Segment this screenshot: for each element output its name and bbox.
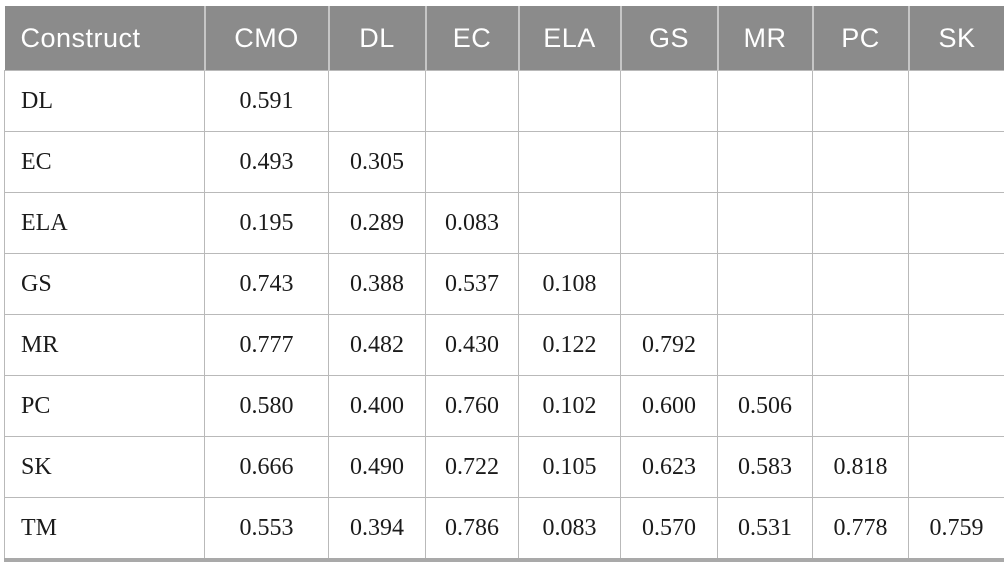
table-row-sk: SK 0.666 0.490 0.722 0.105 0.623 0.583 0.818 (4, 436, 1004, 498)
correlation-table: Construct CMO DL EC ELA GS MR PC SK DL 0.591 EC 0.4… (4, 6, 1004, 562)
column-header-dl: DL (327, 6, 426, 71)
value-cell: 0.722 (425, 436, 519, 498)
table-row-pc: PC 0.580 0.400 0.760 0.102 0.600 0.506 (4, 375, 1004, 437)
column-header-mr: MR (716, 6, 813, 71)
empty-cell (812, 253, 909, 315)
value-cell: 0.666 (204, 436, 329, 498)
table-container: Construct CMO DL EC ELA GS MR PC SK DL 0.591 EC 0.4… (4, 6, 1004, 562)
empty-cell (812, 70, 909, 132)
row-label-sk: SK (4, 436, 205, 498)
value-cell: 0.600 (620, 375, 718, 437)
empty-cell (812, 314, 909, 376)
empty-cell (812, 375, 909, 437)
value-cell: 0.388 (328, 253, 426, 315)
value-cell: 0.482 (328, 314, 426, 376)
value-cell: 0.108 (518, 253, 621, 315)
value-cell: 0.760 (425, 375, 519, 437)
table-row-ec: EC 0.493 0.305 (4, 131, 1004, 193)
empty-cell (518, 70, 621, 132)
row-label-pc: PC (4, 375, 205, 437)
value-cell: 0.553 (204, 497, 329, 561)
empty-cell (908, 314, 1004, 376)
column-header-ela: ELA (517, 6, 621, 71)
value-cell: 0.430 (425, 314, 519, 376)
column-header-sk: SK (907, 6, 1004, 71)
column-header-gs: GS (619, 6, 718, 71)
empty-cell (328, 70, 426, 132)
empty-cell (518, 131, 621, 193)
value-cell: 0.506 (717, 375, 813, 437)
empty-cell (908, 131, 1004, 193)
value-cell: 0.305 (328, 131, 426, 193)
empty-cell (908, 192, 1004, 254)
value-cell: 0.792 (620, 314, 718, 376)
row-label-dl: DL (4, 70, 205, 132)
value-cell: 0.580 (204, 375, 329, 437)
value-cell: 0.490 (328, 436, 426, 498)
value-cell: 0.493 (204, 131, 329, 193)
column-header-pc: PC (811, 6, 909, 71)
value-cell: 0.394 (328, 497, 426, 561)
empty-cell (717, 192, 813, 254)
value-cell: 0.083 (518, 497, 621, 561)
table-row-gs: GS 0.743 0.388 0.537 0.108 (4, 253, 1004, 315)
value-cell: 0.289 (328, 192, 426, 254)
empty-cell (717, 253, 813, 315)
value-cell: 0.400 (328, 375, 426, 437)
empty-cell (717, 70, 813, 132)
value-cell: 0.537 (425, 253, 519, 315)
table-row-mr: MR 0.777 0.482 0.430 0.122 0.792 (4, 314, 1004, 376)
empty-cell (908, 436, 1004, 498)
empty-cell (620, 70, 718, 132)
value-cell: 0.102 (518, 375, 621, 437)
row-label-ela: ELA (4, 192, 205, 254)
value-cell: 0.623 (620, 436, 718, 498)
empty-cell (812, 192, 909, 254)
column-header-construct: Construct (4, 6, 205, 71)
empty-cell (908, 375, 1004, 437)
empty-cell (425, 70, 519, 132)
empty-cell (908, 70, 1004, 132)
value-cell: 0.122 (518, 314, 621, 376)
column-header-cmo: CMO (203, 6, 329, 71)
empty-cell (620, 192, 718, 254)
value-cell: 0.531 (717, 497, 813, 561)
value-cell: 0.591 (204, 70, 329, 132)
table-body: DL 0.591 EC 0.493 0.305 ELA 0.195 0.289 0.083 GS 0… (4, 70, 1004, 561)
column-header-ec: EC (424, 6, 519, 71)
value-cell: 0.195 (204, 192, 329, 254)
empty-cell (620, 253, 718, 315)
empty-cell (425, 131, 519, 193)
empty-cell (717, 314, 813, 376)
table-head: Construct CMO DL EC ELA GS MR PC SK (4, 6, 1004, 71)
value-cell: 0.778 (812, 497, 909, 561)
empty-cell (518, 192, 621, 254)
table-row-dl: DL 0.591 (4, 70, 1004, 132)
value-cell: 0.583 (717, 436, 813, 498)
value-cell: 0.777 (204, 314, 329, 376)
row-label-mr: MR (4, 314, 205, 376)
empty-cell (620, 131, 718, 193)
row-label-ec: EC (4, 131, 205, 193)
value-cell: 0.083 (425, 192, 519, 254)
value-cell: 0.105 (518, 436, 621, 498)
table-row-ela: ELA 0.195 0.289 0.083 (4, 192, 1004, 254)
value-cell: 0.759 (908, 497, 1004, 561)
empty-cell (812, 131, 909, 193)
value-cell: 0.743 (204, 253, 329, 315)
value-cell: 0.570 (620, 497, 718, 561)
empty-cell (717, 131, 813, 193)
row-label-gs: GS (4, 253, 205, 315)
value-cell: 0.818 (812, 436, 909, 498)
row-label-tm: TM (4, 497, 205, 561)
header-row: Construct CMO DL EC ELA GS MR PC SK (4, 6, 1004, 71)
empty-cell (908, 253, 1004, 315)
table-row-tm: TM 0.553 0.394 0.786 0.083 0.570 0.531 0.778 0.7… (4, 497, 1004, 561)
value-cell: 0.786 (425, 497, 519, 561)
